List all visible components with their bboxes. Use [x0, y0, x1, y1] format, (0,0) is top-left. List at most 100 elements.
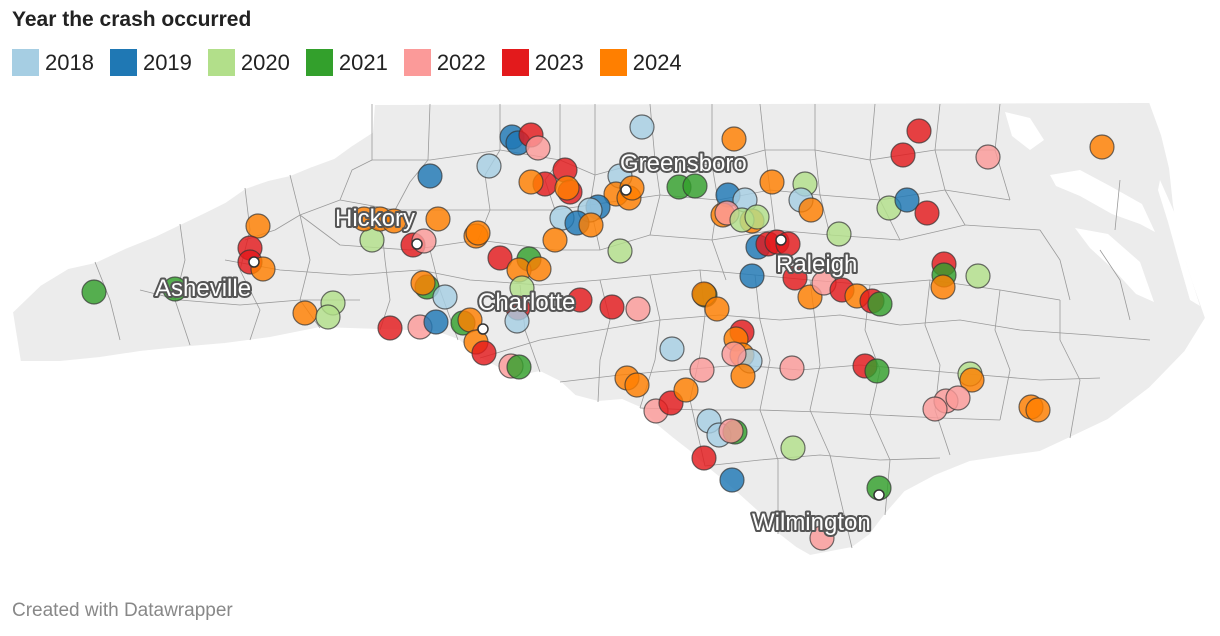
crash-marker-2018[interactable]	[504, 308, 530, 334]
county-line	[372, 149, 995, 176]
legend-item-2022[interactable]: 2022	[403, 49, 486, 76]
county-line	[759, 103, 776, 231]
sounds	[1005, 112, 1200, 306]
crash-marker-2019[interactable]	[739, 263, 765, 289]
crash-marker-2020[interactable]	[780, 435, 806, 461]
legend-item-2023[interactable]: 2023	[501, 49, 584, 76]
city-dot	[248, 256, 260, 268]
crash-marker-2021[interactable]	[864, 358, 890, 384]
city-label-charlotte: Charlotte	[478, 289, 575, 316]
crash-marker-2024[interactable]	[518, 169, 544, 195]
county-line	[994, 289, 1011, 421]
crash-marker-2018[interactable]	[659, 336, 685, 362]
crash-marker-2024[interactable]	[1025, 397, 1051, 423]
crash-marker-2024[interactable]	[381, 208, 407, 234]
crash-marker-2023[interactable]	[487, 245, 513, 271]
legend-label: 2018	[45, 49, 94, 75]
crash-marker-2023[interactable]	[599, 294, 625, 320]
crash-marker-2019[interactable]	[417, 163, 443, 189]
crash-marker-2024[interactable]	[959, 367, 985, 393]
crash-marker-2020[interactable]	[607, 238, 633, 264]
crash-marker-2024[interactable]	[578, 212, 604, 238]
crash-marker-2023[interactable]	[782, 265, 808, 291]
legend-swatch	[305, 49, 333, 76]
crash-marker-2024[interactable]	[798, 197, 824, 223]
crash-marker-2024[interactable]	[526, 256, 552, 282]
crash-marker-2023[interactable]	[567, 287, 593, 313]
crash-marker-2022[interactable]	[809, 525, 835, 551]
crash-marker-2022[interactable]	[922, 396, 948, 422]
crash-marker-2018[interactable]	[476, 153, 502, 179]
city-label-raleigh: Raleigh	[776, 251, 857, 278]
crash-marker-2024[interactable]	[759, 169, 785, 195]
crash-marker-2024[interactable]	[245, 213, 271, 239]
city-dot	[775, 234, 787, 246]
crash-marker-2020[interactable]	[744, 204, 770, 230]
crash-marker-2024[interactable]	[425, 206, 451, 232]
crash-marker-2024[interactable]	[465, 220, 491, 246]
crash-marker-2022[interactable]	[689, 357, 715, 383]
legend-item-2020[interactable]: 2020	[207, 49, 290, 76]
crash-marker-2023[interactable]	[914, 200, 940, 226]
crash-marker-2020[interactable]	[826, 221, 852, 247]
crash-marker-2024[interactable]	[624, 372, 650, 398]
legend-label: 2020	[240, 49, 290, 75]
crash-marker-2021[interactable]	[81, 279, 107, 305]
city-dot	[873, 489, 885, 501]
crash-marker-2024[interactable]	[730, 363, 756, 389]
legend-label: 2022	[436, 49, 486, 75]
crash-marker-2024[interactable]	[410, 270, 436, 296]
crash-marker-2021[interactable]	[506, 354, 532, 380]
county-line	[1099, 249, 1131, 321]
crash-marker-2023[interactable]	[890, 142, 916, 168]
crash-marker-2022[interactable]	[721, 341, 747, 367]
crash-marker-2020[interactable]	[315, 304, 341, 330]
crash-marker-2022[interactable]	[625, 296, 651, 322]
crash-marker-2021[interactable]	[867, 291, 893, 317]
county-line	[704, 454, 941, 467]
legend-swatch	[403, 49, 431, 76]
crash-marker-2018[interactable]	[432, 284, 458, 310]
crash-marker-2022[interactable]	[945, 385, 971, 411]
county-line	[559, 364, 1101, 383]
legend-label: 2023	[534, 49, 584, 75]
crash-marker-2024[interactable]	[554, 175, 580, 201]
crash-marker-2019[interactable]	[894, 187, 920, 213]
crash-marker-2023[interactable]	[906, 118, 932, 144]
map-title: Year the crash occurred	[12, 8, 252, 31]
county-line	[864, 284, 891, 516]
legend-label: 2024	[632, 49, 682, 75]
crash-marker-2024[interactable]	[292, 300, 318, 326]
crash-marker-2024[interactable]	[673, 377, 699, 403]
legend-item-2024[interactable]: 2024	[599, 49, 682, 76]
legend-item-2018[interactable]: 2018	[12, 49, 94, 76]
county-line	[1059, 300, 1081, 439]
city-label-greensboro: Greensboro	[620, 150, 747, 177]
crash-marker-2024[interactable]	[704, 296, 730, 322]
crash-marker-2023[interactable]	[377, 315, 403, 341]
crash-marker-2023[interactable]	[471, 340, 497, 366]
legend-swatch	[207, 49, 235, 76]
legend-item-2021[interactable]: 2021	[305, 49, 388, 76]
crash-marker-2022[interactable]	[718, 418, 744, 444]
crash-marker-2020[interactable]	[965, 263, 991, 289]
crash-marker-2021[interactable]	[162, 276, 188, 302]
crash-marker-2024[interactable]	[930, 274, 956, 300]
crash-marker-2018[interactable]	[629, 114, 655, 140]
credit-text: Created with Datawrapper	[12, 600, 233, 621]
crash-marker-2024[interactable]	[721, 126, 747, 152]
county-line	[934, 103, 966, 226]
crash-marker-2024[interactable]	[542, 227, 568, 253]
city-dot	[411, 238, 423, 250]
crash-marker-2019[interactable]	[719, 467, 745, 493]
crash-marker-2019[interactable]	[423, 309, 449, 335]
crash-marker-2022[interactable]	[779, 355, 805, 381]
crash-marker-2024[interactable]	[1089, 134, 1115, 160]
crash-marker-2022[interactable]	[525, 135, 551, 161]
crash-marker-2021[interactable]	[682, 173, 708, 199]
city-label-hickory: Hickory	[335, 205, 415, 232]
legend-item-2019[interactable]: 2019	[109, 49, 192, 76]
crash-marker-2023[interactable]	[691, 445, 717, 471]
crash-marker-2022[interactable]	[975, 144, 1001, 170]
